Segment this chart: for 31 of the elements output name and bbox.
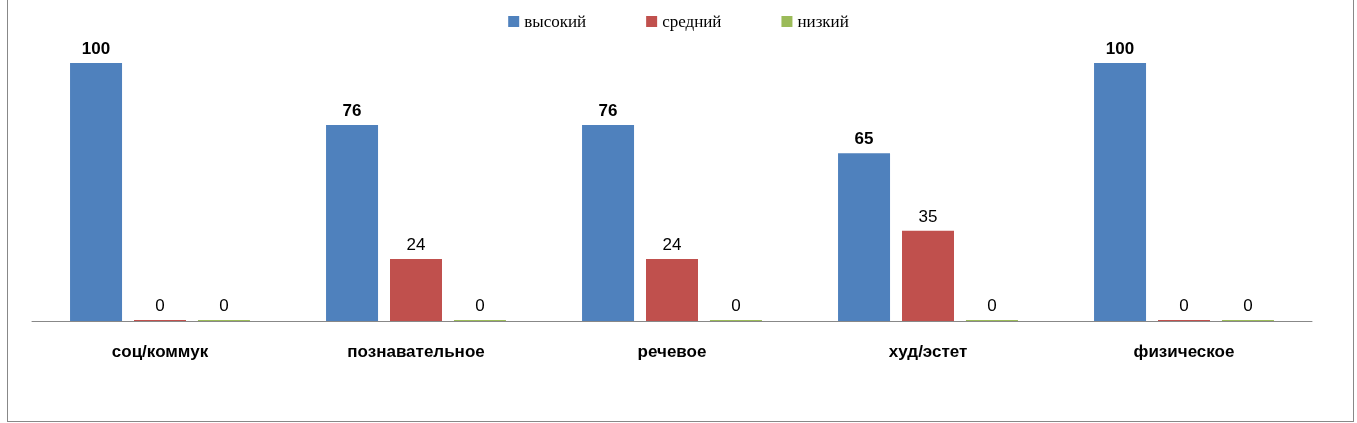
data-label: 0 bbox=[1243, 296, 1253, 315]
data-label: 100 bbox=[81, 39, 111, 58]
legend-label: средний bbox=[662, 12, 722, 31]
data-label: 0 bbox=[155, 296, 165, 315]
data-label: 0 bbox=[219, 296, 229, 315]
data-label: 76 bbox=[342, 100, 362, 120]
data-label: 76 bbox=[598, 100, 618, 120]
bar bbox=[326, 124, 379, 321]
bar bbox=[1094, 63, 1147, 321]
x-tick-label: познавательное bbox=[347, 342, 485, 361]
x-tick-label: речевое bbox=[637, 342, 707, 361]
legend-label: низкий bbox=[797, 12, 849, 31]
bar bbox=[902, 230, 954, 321]
data-label: 0 bbox=[731, 296, 741, 315]
data-label: 35 bbox=[918, 206, 938, 226]
x-tick-label: физическое bbox=[1133, 342, 1235, 361]
data-label: 24 bbox=[406, 235, 426, 255]
x-tick-label: соц/коммук bbox=[111, 342, 209, 361]
x-tick-label: худ/эстет bbox=[888, 342, 968, 361]
data-label: 100 bbox=[1105, 39, 1135, 58]
legend-label: высокий bbox=[524, 12, 587, 31]
data-label: 65 bbox=[854, 129, 874, 149]
bar bbox=[390, 259, 442, 321]
bar bbox=[582, 124, 635, 321]
data-label: 0 bbox=[987, 296, 997, 315]
bar bbox=[838, 153, 891, 321]
data-label: 0 bbox=[1179, 296, 1189, 315]
bar bbox=[70, 63, 123, 321]
data-label: 0 bbox=[475, 296, 485, 315]
bar bbox=[646, 259, 698, 321]
data-label: 24 bbox=[662, 235, 682, 255]
